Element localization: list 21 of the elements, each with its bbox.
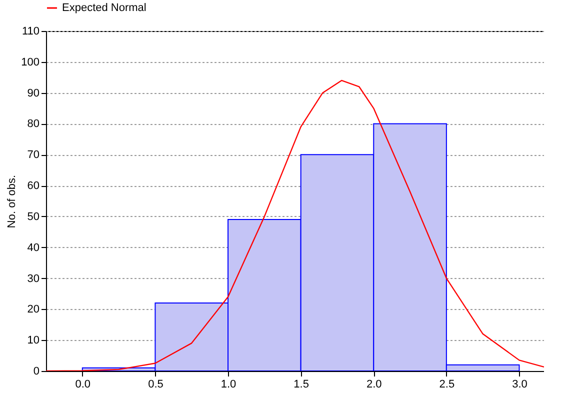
x-tick-label: 2.0 — [366, 378, 382, 390]
x-tick-label: 2.5 — [439, 378, 455, 390]
y-tick-label: 100 — [21, 56, 40, 68]
y-tick-label: 80 — [27, 118, 40, 130]
y-tick-label: 20 — [27, 304, 40, 316]
y-axis-title: No. of obs. — [6, 174, 18, 228]
y-tick-label: 70 — [27, 149, 40, 162]
y-tick-label: 40 — [27, 242, 40, 254]
x-tick-label: 3.0 — [512, 378, 528, 390]
y-tick-label: 0 — [33, 366, 40, 378]
x-tick-label: 1.5 — [294, 378, 309, 390]
y-tick-label: 60 — [27, 180, 40, 192]
legend-label: Expected Normal — [62, 2, 146, 14]
y-tick-label: 50 — [27, 210, 40, 223]
x-tick-label: 0.0 — [75, 378, 91, 390]
y-tick-label: 30 — [27, 272, 40, 285]
x-tick-label: 0.5 — [148, 378, 164, 390]
y-tick-label: 10 — [27, 334, 40, 347]
y-tick-label: 90 — [27, 87, 40, 100]
x-tick-label: 1.0 — [220, 378, 236, 390]
y-tick-label: 110 — [22, 26, 40, 38]
